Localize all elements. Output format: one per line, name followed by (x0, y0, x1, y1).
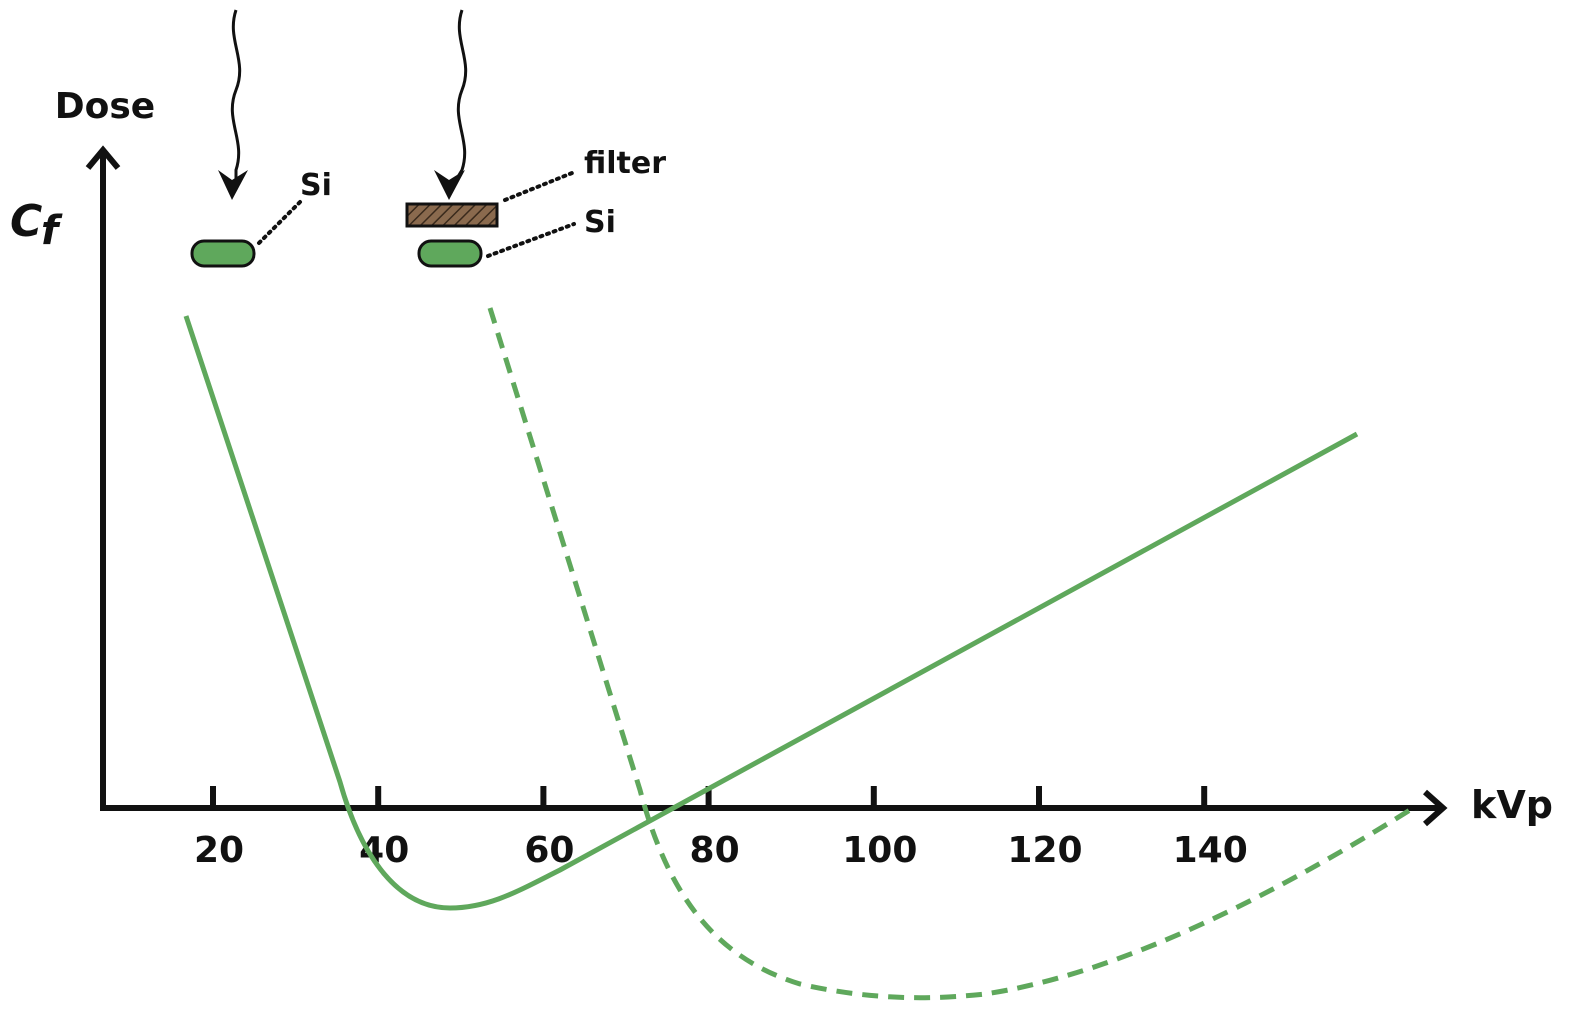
x-arrow (1423, 789, 1448, 827)
x-label: kVp (1471, 783, 1553, 827)
tick-label: 140 (1173, 830, 1248, 871)
filtered-curve (487, 307, 1412, 1001)
leader (257, 198, 304, 245)
x-ticks: 20 40 60 80 100 120 140 (194, 786, 1248, 871)
si-label: Si (300, 168, 332, 203)
si-detector (190, 239, 256, 268)
filter-label: filter (584, 146, 666, 181)
y-arrow (85, 145, 121, 170)
x-ray-arrow (230, 9, 242, 190)
tick-label: 80 (690, 830, 740, 871)
axes (85, 145, 1448, 827)
si-detector (417, 239, 483, 268)
tick-label: 100 (842, 830, 917, 871)
arrowhead (434, 170, 465, 200)
y-label: Dose (55, 86, 155, 127)
leader (503, 171, 574, 202)
filter (405, 202, 499, 228)
leader (486, 222, 576, 258)
tick-label: 20 (194, 830, 244, 871)
si-label: Si (584, 205, 616, 240)
cf-sub: f (41, 208, 63, 254)
unfiltered-curve (183, 315, 1359, 911)
arrowhead (218, 170, 248, 200)
cf-main: C (10, 196, 42, 247)
x-ray-arrow (448, 9, 468, 191)
tick-label: 120 (1007, 830, 1082, 871)
